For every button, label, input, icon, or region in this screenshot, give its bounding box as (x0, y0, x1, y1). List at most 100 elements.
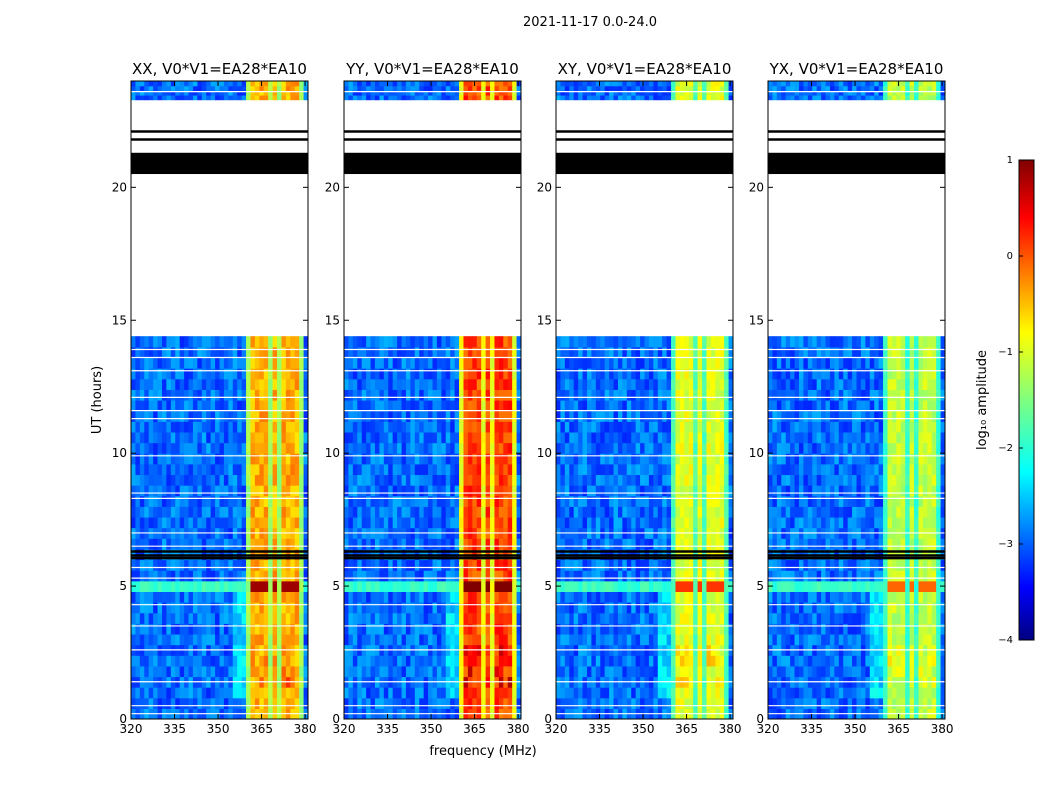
heatmap-cell (711, 464, 716, 475)
heatmap-cell (556, 464, 561, 475)
heatmap-cell (228, 474, 233, 485)
heatmap-cell (698, 570, 703, 581)
heatmap-cell (184, 464, 189, 475)
heatmap-cell (410, 347, 415, 358)
heatmap-cell (384, 538, 389, 549)
heatmap-cell (144, 86, 149, 91)
heatmap-cell (375, 623, 380, 634)
heatmap-cell (246, 336, 251, 347)
heatmap-cell (446, 336, 451, 347)
heatmap-cell (220, 496, 225, 507)
heatmap-cell (596, 485, 601, 496)
heatmap-cell (259, 698, 264, 709)
heatmap-cell (636, 602, 641, 613)
heatmap-cell (433, 400, 438, 411)
heatmap-cell (574, 623, 579, 634)
heatmap-cell (671, 623, 676, 634)
heatmap-cell (384, 432, 389, 443)
heatmap-cell (237, 496, 242, 507)
heatmap-cell (680, 336, 685, 347)
heatmap-cell (684, 687, 689, 698)
heatmap-cell (384, 591, 389, 602)
heatmap-cell (684, 581, 689, 592)
heatmap-cell (158, 591, 163, 602)
heatmap-cell (189, 474, 194, 485)
heatmap-cell (371, 517, 376, 528)
heatmap-cell (228, 347, 233, 358)
heatmap-cell (578, 379, 583, 390)
heatmap-cell (242, 655, 247, 666)
heatmap-cell (393, 698, 398, 709)
heatmap-cell (250, 581, 255, 592)
heatmap-cell (233, 86, 238, 91)
heatmap-cell (259, 357, 264, 368)
heatmap-cell (472, 400, 477, 411)
heatmap-cell (720, 666, 725, 677)
heatmap-cell (131, 538, 136, 549)
heatmap-cell (180, 464, 185, 475)
x-tick-label: 365 (463, 722, 486, 736)
heatmap-cell (224, 81, 229, 86)
heatmap-cell (560, 687, 565, 698)
heatmap-cell (379, 81, 384, 86)
heatmap-cell (556, 634, 561, 645)
heatmap-cell (605, 400, 610, 411)
heatmap-cell (193, 655, 198, 666)
heatmap-cell (290, 411, 295, 422)
heatmap-cell (233, 411, 238, 422)
heatmap-cell (206, 474, 211, 485)
heatmap-cell (286, 634, 291, 645)
heatmap-cell (193, 389, 198, 400)
heatmap-cell (406, 634, 411, 645)
heatmap-cell (565, 411, 570, 422)
heatmap-cell (631, 613, 636, 624)
heatmap-cell (237, 698, 242, 709)
heatmap-cell (242, 474, 247, 485)
heatmap-cell (574, 368, 579, 379)
heatmap-cell (233, 443, 238, 454)
heatmap-cell (662, 506, 667, 517)
heatmap-cell (614, 666, 619, 677)
heatmap-cell (706, 538, 711, 549)
heatmap-cell (627, 698, 632, 709)
heatmap-cell (503, 581, 508, 592)
heatmap-cell (197, 496, 202, 507)
heatmap-cell (393, 623, 398, 634)
heatmap-cell (565, 538, 570, 549)
heatmap-cell (362, 666, 367, 677)
heatmap-cell (362, 95, 367, 100)
heatmap-cell (406, 368, 411, 379)
heatmap-cell (366, 687, 371, 698)
heatmap-cell (662, 602, 667, 613)
heatmap-cell (397, 400, 402, 411)
heatmap-cell (622, 613, 627, 624)
heatmap-cell (671, 400, 676, 411)
heatmap-cell (273, 400, 278, 411)
heatmap-cell (175, 560, 180, 571)
heatmap-cell (605, 485, 610, 496)
heatmap-cell (622, 496, 627, 507)
heatmap-cell (424, 421, 429, 432)
panel-title: XY, V0*V1=EA28*EA10 (558, 60, 732, 78)
heatmap-cell (273, 485, 278, 496)
heatmap-cell (162, 86, 167, 91)
heatmap-cell (609, 613, 614, 624)
heatmap-cell (715, 357, 720, 368)
heatmap-cell (357, 347, 362, 358)
heatmap-cell (255, 432, 260, 443)
heatmap-cell (277, 591, 282, 602)
heatmap-cell (596, 591, 601, 602)
heatmap-cell (640, 347, 645, 358)
heatmap-cell (166, 432, 171, 443)
heatmap-cell (273, 95, 278, 100)
heatmap-cell (393, 421, 398, 432)
heatmap-cell (281, 86, 286, 91)
heatmap-cell (189, 368, 194, 379)
heatmap-cell (574, 634, 579, 645)
heatmap-cell (689, 474, 694, 485)
heatmap-cell (277, 411, 282, 422)
heatmap-cell (290, 581, 295, 592)
heatmap-cell (193, 602, 198, 613)
heatmap-cell (237, 357, 242, 368)
heatmap-cell (295, 634, 300, 645)
